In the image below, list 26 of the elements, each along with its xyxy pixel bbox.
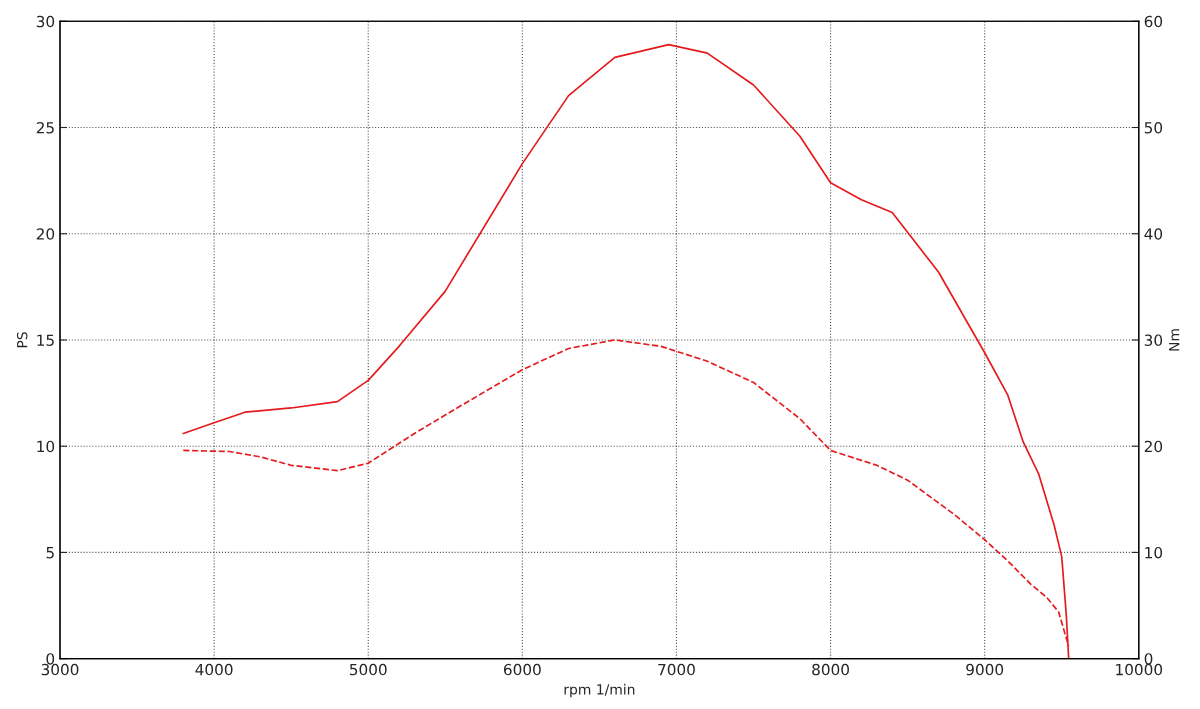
y-tick-label: 20 — [36, 228, 55, 240]
y2-tick-label: 30 — [1144, 334, 1163, 346]
y-tick-label: 25 — [36, 121, 54, 134]
y2-tick-label: 10 — [1145, 546, 1163, 559]
y-tick-label: 5 — [46, 547, 54, 559]
x-tick-label: 8000 — [812, 663, 849, 676]
x-tick-label: 7000 — [658, 663, 695, 676]
line-series — [182, 43, 1070, 659]
y2-tick-label: 60 — [1144, 15, 1163, 28]
x-tick-label: 9000 — [966, 663, 1004, 676]
x-tick-label: 6000 — [503, 663, 541, 676]
x-tick-label: 10000 — [1116, 663, 1163, 676]
y2-tick-label: 40 — [1144, 228, 1163, 240]
x-tick-label: 5000 — [349, 663, 387, 676]
y2-tick-label: 0 — [1144, 653, 1153, 665]
y2-axis-title: Nm — [1169, 329, 1180, 351]
x-tick-label: 3000 — [41, 663, 79, 676]
y2-tick-label: 20 — [1144, 440, 1163, 453]
y-tick-label: 0 — [46, 653, 55, 665]
y-tick-label: 10 — [37, 440, 55, 453]
x-tick-label: 4000 — [195, 663, 233, 676]
y-tick-label: 15 — [37, 334, 54, 346]
y-tick-label: 30 — [36, 15, 55, 28]
y-axis-title: PS — [16, 332, 28, 348]
y2-tick-label: 50 — [1144, 121, 1163, 134]
x-axis-title: rpm 1/min — [564, 683, 635, 698]
